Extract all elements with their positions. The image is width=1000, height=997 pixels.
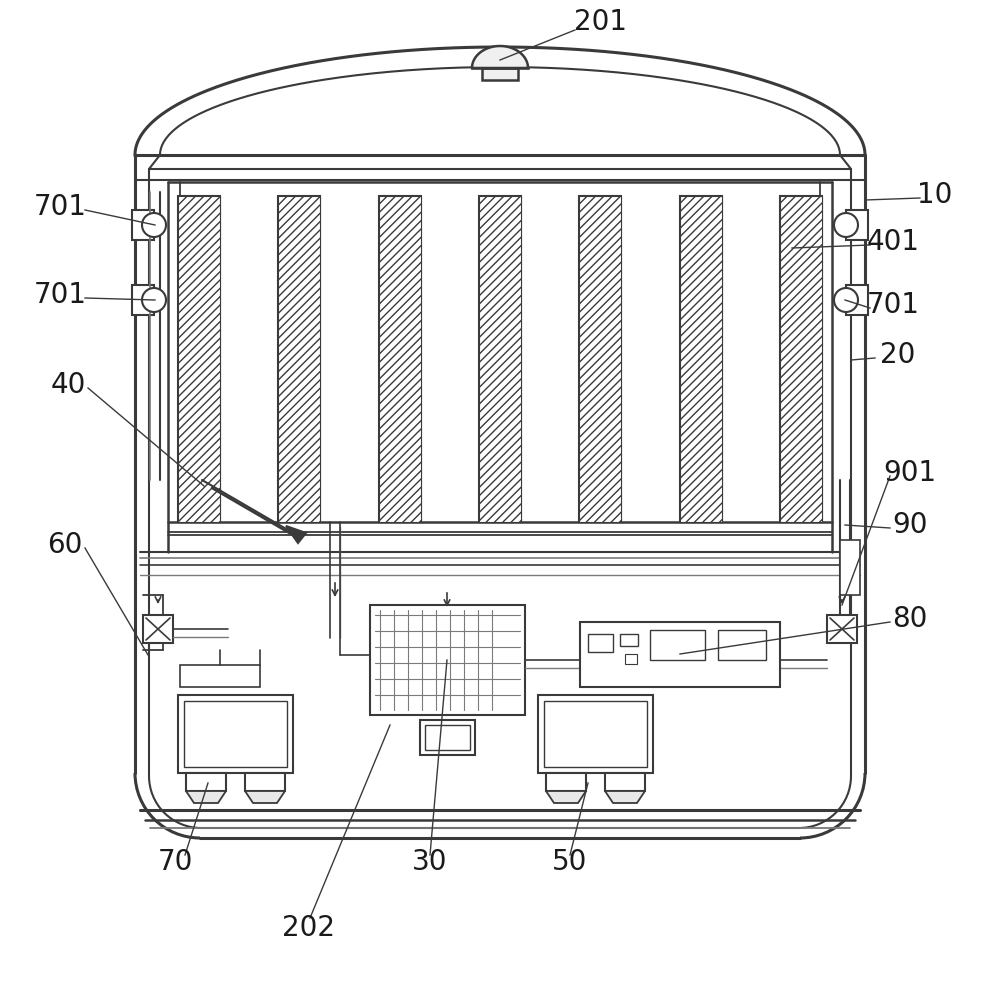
- Bar: [132, 285, 154, 315]
- Text: 701: 701: [34, 193, 87, 221]
- Bar: [379, 196, 421, 522]
- Bar: [680, 196, 722, 522]
- Polygon shape: [546, 791, 586, 803]
- Text: 201: 201: [574, 8, 626, 36]
- Bar: [588, 634, 613, 652]
- Text: 202: 202: [282, 914, 334, 942]
- Bar: [379, 196, 421, 522]
- Bar: [479, 196, 521, 522]
- Bar: [278, 196, 320, 522]
- Circle shape: [142, 288, 166, 312]
- Text: 80: 80: [892, 605, 928, 633]
- Polygon shape: [286, 526, 306, 543]
- Circle shape: [834, 213, 858, 237]
- Text: 60: 60: [47, 531, 83, 559]
- Bar: [846, 285, 868, 315]
- Bar: [538, 695, 653, 773]
- Polygon shape: [472, 46, 528, 68]
- Text: 30: 30: [412, 848, 448, 876]
- Text: 50: 50: [552, 848, 588, 876]
- Bar: [180, 665, 260, 687]
- Bar: [580, 622, 780, 687]
- Bar: [680, 196, 722, 522]
- Text: 701: 701: [34, 281, 87, 309]
- Bar: [178, 196, 220, 522]
- Bar: [620, 634, 638, 646]
- Bar: [579, 196, 621, 522]
- Text: 701: 701: [866, 291, 920, 319]
- Bar: [370, 605, 525, 715]
- Text: 20: 20: [880, 341, 916, 369]
- Polygon shape: [245, 791, 285, 803]
- Bar: [625, 654, 637, 664]
- Bar: [278, 196, 320, 522]
- Text: 70: 70: [157, 848, 193, 876]
- Bar: [186, 773, 226, 791]
- Text: 401: 401: [866, 228, 920, 256]
- Bar: [546, 773, 586, 791]
- Bar: [579, 196, 621, 522]
- Circle shape: [834, 288, 858, 312]
- Bar: [544, 701, 647, 767]
- Bar: [605, 773, 645, 791]
- Bar: [178, 695, 293, 773]
- Bar: [827, 615, 857, 643]
- Text: 901: 901: [883, 459, 937, 487]
- Bar: [178, 196, 220, 522]
- Text: 10: 10: [917, 181, 953, 209]
- Text: 40: 40: [50, 371, 86, 399]
- Bar: [718, 630, 766, 660]
- Bar: [245, 773, 285, 791]
- Bar: [780, 196, 822, 522]
- Bar: [425, 725, 470, 750]
- Polygon shape: [605, 791, 645, 803]
- Bar: [840, 540, 860, 595]
- Polygon shape: [186, 791, 226, 803]
- Bar: [650, 630, 705, 660]
- Circle shape: [142, 213, 166, 237]
- Bar: [184, 701, 287, 767]
- Bar: [780, 196, 822, 522]
- Bar: [479, 196, 521, 522]
- Bar: [132, 210, 154, 240]
- Bar: [482, 68, 518, 80]
- Bar: [420, 720, 475, 755]
- Bar: [846, 210, 868, 240]
- Bar: [143, 615, 173, 643]
- Text: 90: 90: [892, 511, 928, 539]
